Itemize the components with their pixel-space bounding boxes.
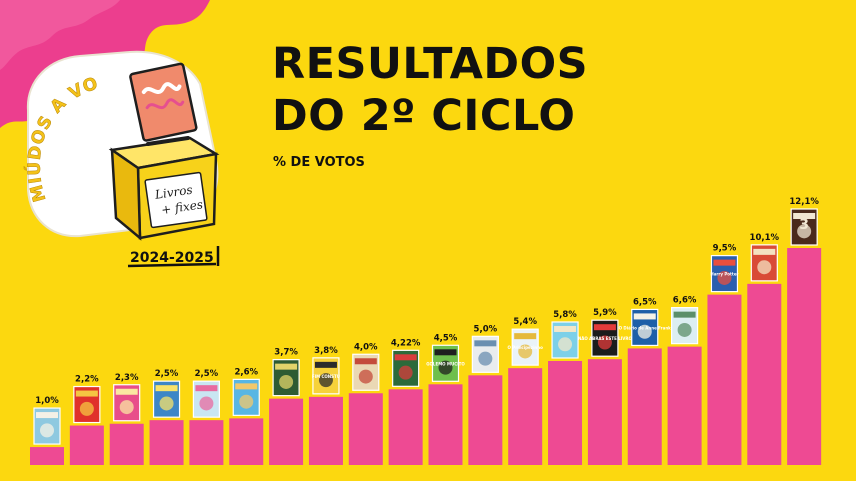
value-label-1: 1,0% [35,396,59,406]
book-cover-title-16: O Diário de Anne Frank [619,325,672,330]
bar-15 [587,359,622,465]
pink-drip-highlight [0,0,120,70]
miudos-a-votos-logo: MIÚDOS A VOTOS! Livros + fixes 2024-2025 [20,40,220,268]
book-cover-7 [272,359,300,397]
value-label-11: 4,5% [434,333,458,343]
bar-13 [508,368,543,465]
book-cover-title-18: Harry Potter [710,272,738,277]
book-cover-11: GOLEMO MUCITO [426,344,465,382]
book-cover-title-20: 3 [799,217,809,233]
value-label-3: 2,3% [115,373,139,383]
bar-3 [109,423,144,465]
bar-2 [69,425,104,465]
value-label-12: 5,0% [474,324,498,334]
book-cover-8: FIM CONSTU [312,357,340,395]
bar-11 [428,384,463,465]
book-cover-13: O Principezinho [508,328,544,366]
bar-5 [189,420,224,465]
bar-14 [548,360,583,465]
book-cover-10 [392,349,420,387]
bar-16 [627,348,662,465]
book-cover-16: O Diário de Anne Frank [619,308,672,347]
page-title: RESULTADOS DO 2º CICLO [272,38,588,142]
value-label-4: 2,5% [155,369,179,379]
book-cover-6 [232,378,260,416]
book-cover-5 [192,380,220,418]
value-label-16: 6,5% [633,297,657,307]
bar-18 [707,294,742,465]
bar-19 [747,283,782,465]
value-label-17: 6,6% [673,296,697,306]
bar-4 [149,420,184,465]
title-line-1: RESULTADOS [272,39,589,89]
box-label-line-2: + fixes [160,197,203,217]
value-label-6: 2,6% [234,367,258,377]
book-cover-14 [551,321,579,359]
value-label-13: 5,4% [513,317,537,327]
bar-1 [30,447,64,465]
bar-7 [269,398,304,465]
bar-6 [229,418,264,465]
bar-12 [468,375,503,465]
book-cover-title-8: FIM CONSTU [312,374,340,379]
book-cover-title-13: O Principezinho [508,345,544,350]
book-cover-15: NÃO ABRAS ESTE LIVRO [578,319,633,357]
ballot-paper [129,62,198,142]
logo-year: 2024-2025 [130,250,214,266]
book-cover-19 [750,244,778,282]
book-cover-9 [352,353,380,391]
value-label-9: 4,0% [354,342,378,352]
book-cover-2 [73,385,101,424]
book-cover-3 [113,384,141,422]
bar-17 [667,346,702,465]
book-cover-title-11: GOLEMO MUCITO [426,361,465,366]
value-label-2: 2,2% [75,375,99,385]
value-label-14: 5,8% [553,310,577,320]
book-cover-title-15: NÃO ABRAS ESTE LIVRO [578,336,633,341]
bar-9 [348,393,383,465]
chart-subtitle: % DE VOTOS [273,155,365,170]
value-label-7: 3,7% [274,348,298,358]
ballot-box: Livros + fixes [108,136,220,241]
bar-8 [308,396,343,465]
book-cover-17 [670,307,699,345]
title-line-2: DO 2º CICLO [272,91,576,141]
value-label-19: 10,1% [750,233,780,243]
book-cover-12 [471,335,499,373]
bar-10 [388,389,423,465]
value-label-15: 5,9% [593,308,617,318]
box-label-line-1: Livros [153,183,193,202]
value-label-10: 4,22% [391,338,421,348]
value-label-18: 9,5% [713,244,737,254]
book-cover-1 [33,407,61,445]
bar-20 [787,248,822,465]
book-cover-18: Harry Potter [710,255,739,293]
value-label-5: 2,5% [195,369,219,379]
book-cover-4 [152,380,181,418]
value-label-20: 12,1% [789,197,819,207]
book-cover-20: 3 [790,208,818,246]
value-label-8: 3,8% [314,346,338,356]
